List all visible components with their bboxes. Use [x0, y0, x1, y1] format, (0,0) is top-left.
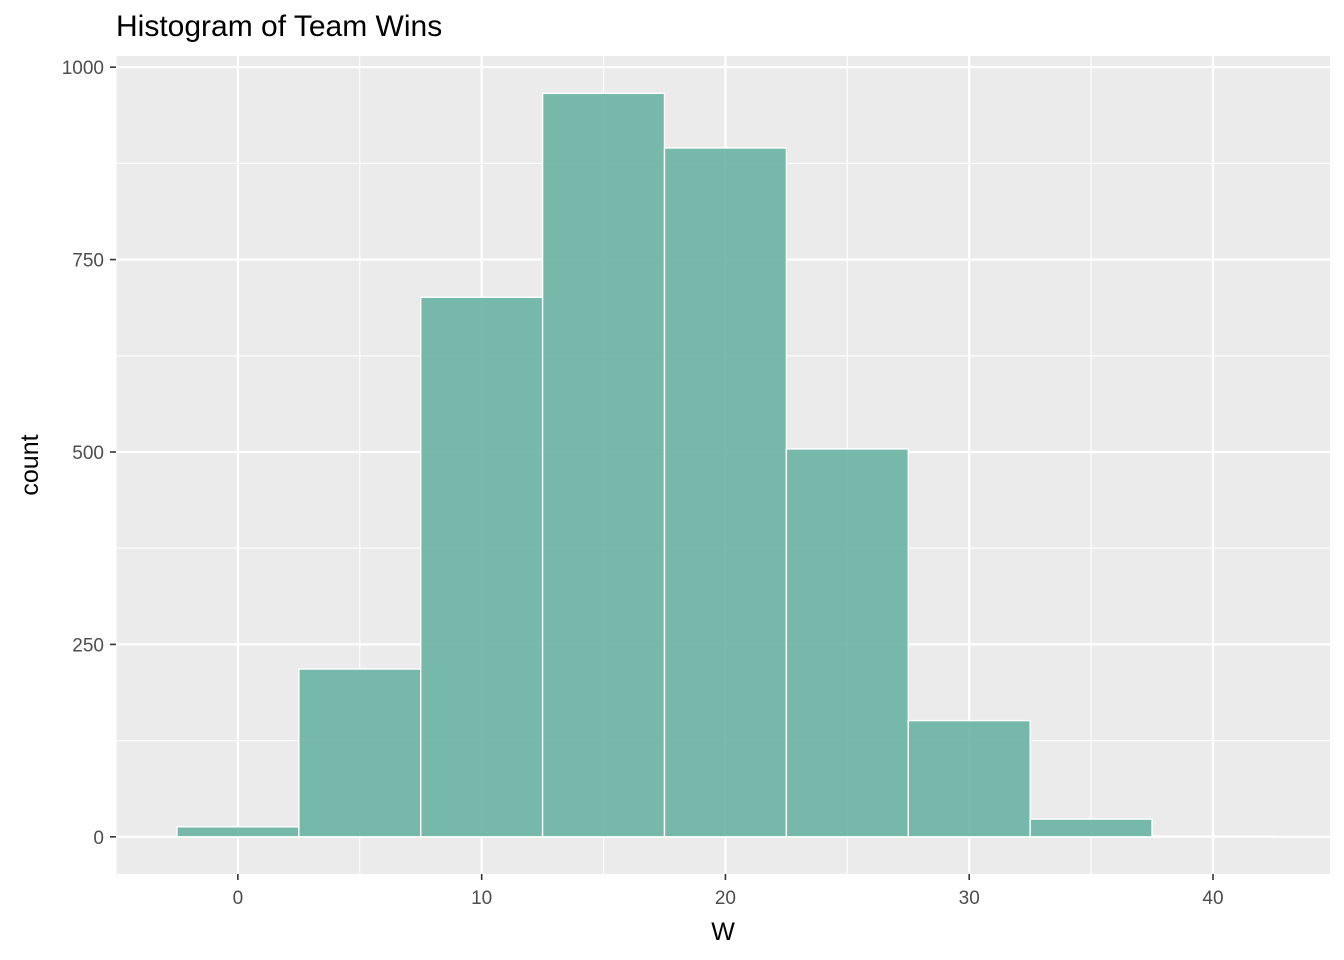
y-axis: 0 250 500 750 1000	[62, 58, 116, 849]
histogram-bar	[663, 147, 788, 838]
x-tick-label: 20	[715, 888, 736, 909]
histogram-bar	[1029, 818, 1153, 838]
x-axis-title: W	[711, 918, 735, 946]
y-axis-title: count	[16, 434, 44, 495]
histogram-bar	[541, 92, 666, 838]
x-axis: 0 10 20 30 40	[233, 874, 1224, 909]
x-tick-label: 30	[959, 888, 980, 909]
histogram-bar	[176, 826, 300, 838]
histogram-bar	[298, 668, 422, 838]
x-tick-label: 40	[1202, 888, 1223, 909]
x-tick-label: 10	[471, 888, 492, 909]
chart-title: Histogram of Team Wins	[116, 10, 443, 43]
histogram-bar	[420, 296, 544, 838]
y-tick-label: 750	[72, 251, 104, 272]
y-tick-label: 500	[72, 443, 104, 464]
y-tick-label: 1000	[62, 58, 104, 79]
y-tick-label: 250	[72, 635, 104, 656]
y-tick-label: 0	[93, 828, 104, 849]
histogram-bar	[1151, 835, 1275, 838]
x-tick-label: 0	[233, 888, 244, 909]
histogram-bar	[785, 448, 909, 838]
bars	[176, 92, 1275, 838]
histogram-bar	[907, 719, 1031, 838]
